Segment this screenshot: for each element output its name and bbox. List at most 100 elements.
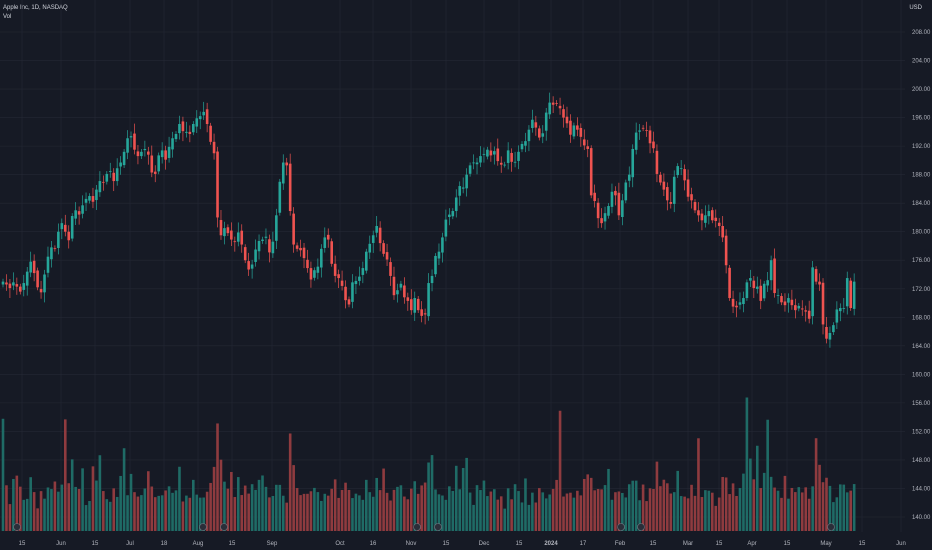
volume-bar bbox=[814, 438, 818, 531]
candle-body bbox=[839, 308, 842, 312]
candle-body bbox=[316, 266, 320, 273]
volume-bar bbox=[624, 497, 628, 531]
candle-body bbox=[755, 286, 759, 289]
candle-body bbox=[313, 270, 316, 278]
volume-bar bbox=[150, 486, 154, 531]
earnings-marker[interactable] bbox=[827, 523, 835, 531]
volume-bar bbox=[804, 487, 808, 531]
volume-bar bbox=[576, 490, 579, 531]
volume-bar bbox=[288, 433, 292, 531]
volume-bar bbox=[19, 486, 22, 531]
candle-body bbox=[697, 210, 700, 216]
candle-body bbox=[240, 230, 244, 245]
earnings-marker[interactable] bbox=[617, 523, 625, 531]
volume-bar bbox=[413, 481, 417, 531]
volume-bar bbox=[254, 489, 257, 531]
candle-body bbox=[603, 213, 607, 222]
time-tick-label: 17 bbox=[580, 541, 587, 547]
candle-body bbox=[721, 226, 724, 238]
candle-body bbox=[468, 165, 472, 174]
candle-body bbox=[171, 138, 174, 150]
time-axis[interactable]: 15 Jun 15 Jul 18 Aug 15 Sep Oct 16 Nov 15 Dec 15 2024 1… bbox=[19, 541, 906, 547]
candle-body bbox=[337, 274, 340, 279]
candle-body bbox=[91, 196, 95, 202]
candle-body bbox=[489, 150, 493, 156]
candle-body bbox=[77, 211, 81, 215]
volume-bar bbox=[486, 496, 489, 531]
candle-body bbox=[25, 271, 29, 286]
candle-body bbox=[112, 172, 116, 182]
candle-body bbox=[288, 163, 292, 212]
volume-bar bbox=[240, 495, 244, 531]
candle-body bbox=[46, 256, 50, 273]
candle-body bbox=[323, 237, 327, 248]
time-tick-label: Sep bbox=[267, 541, 278, 547]
volume-bar bbox=[309, 491, 313, 531]
volume-bar bbox=[320, 500, 323, 531]
candle-body bbox=[39, 289, 43, 293]
candle-body bbox=[544, 112, 548, 131]
candle-body bbox=[652, 141, 655, 149]
volume-bar bbox=[617, 491, 621, 531]
volume-bar bbox=[451, 490, 455, 531]
volume-bar bbox=[787, 498, 790, 531]
volume-bar bbox=[63, 419, 67, 531]
candle-body bbox=[835, 309, 839, 323]
candle-body bbox=[22, 283, 26, 290]
volume-bar bbox=[60, 484, 64, 531]
candle-body bbox=[365, 251, 368, 271]
candle-body bbox=[738, 302, 742, 305]
time-tick-label: 15 bbox=[784, 541, 791, 547]
volume-bar bbox=[403, 496, 406, 531]
dividend-marker[interactable] bbox=[13, 523, 21, 531]
volume-bar bbox=[396, 486, 399, 531]
volume-bar bbox=[271, 495, 275, 531]
volume-bar bbox=[275, 484, 278, 531]
candle-body bbox=[399, 283, 403, 288]
volume-bar bbox=[358, 495, 361, 531]
candle-body bbox=[243, 247, 247, 261]
candle-body bbox=[558, 105, 562, 109]
volume-bar bbox=[409, 488, 413, 531]
volume-bar bbox=[600, 489, 603, 531]
candle-body bbox=[88, 196, 91, 201]
candle-body bbox=[499, 162, 503, 165]
volume-bar bbox=[731, 483, 735, 531]
candle-body bbox=[631, 148, 635, 178]
earnings-marker[interactable] bbox=[413, 523, 421, 531]
candle-body bbox=[67, 231, 71, 241]
volume-bar bbox=[264, 486, 268, 531]
candle-body bbox=[790, 299, 794, 306]
candle-body bbox=[413, 298, 417, 313]
volume-bar bbox=[136, 496, 140, 531]
volume-bar bbox=[596, 488, 600, 531]
volume-bar bbox=[29, 477, 32, 531]
candle-body bbox=[423, 313, 427, 315]
time-tick-label: Dec bbox=[479, 541, 490, 547]
volume-bar bbox=[496, 499, 500, 531]
price-axis[interactable]: 208.00 204.00 200.00 196.00 192.00 188.00 184.… bbox=[912, 30, 931, 521]
candle-body bbox=[517, 151, 520, 161]
dividend-marker[interactable] bbox=[220, 523, 228, 531]
volume-bar bbox=[1, 418, 5, 531]
candle-body bbox=[122, 151, 126, 166]
volume-bar bbox=[84, 505, 88, 531]
candle-body bbox=[638, 130, 641, 132]
time-tick-label: 15 bbox=[229, 541, 236, 547]
time-tick-label: 15 bbox=[19, 541, 26, 547]
candle-body bbox=[441, 237, 444, 253]
candle-body bbox=[804, 310, 808, 312]
volume-bar bbox=[416, 493, 420, 531]
volume-bar bbox=[572, 497, 576, 531]
candle-body bbox=[735, 305, 738, 308]
candle-body bbox=[5, 282, 8, 285]
dividend-marker[interactable] bbox=[637, 523, 645, 531]
volume-bar bbox=[835, 497, 839, 531]
volume-bar bbox=[102, 491, 105, 531]
candle-body bbox=[351, 282, 354, 302]
earnings-marker[interactable] bbox=[199, 523, 207, 531]
candle-body bbox=[15, 284, 19, 287]
volume-bar bbox=[621, 492, 624, 531]
dividend-marker[interactable] bbox=[434, 523, 442, 531]
